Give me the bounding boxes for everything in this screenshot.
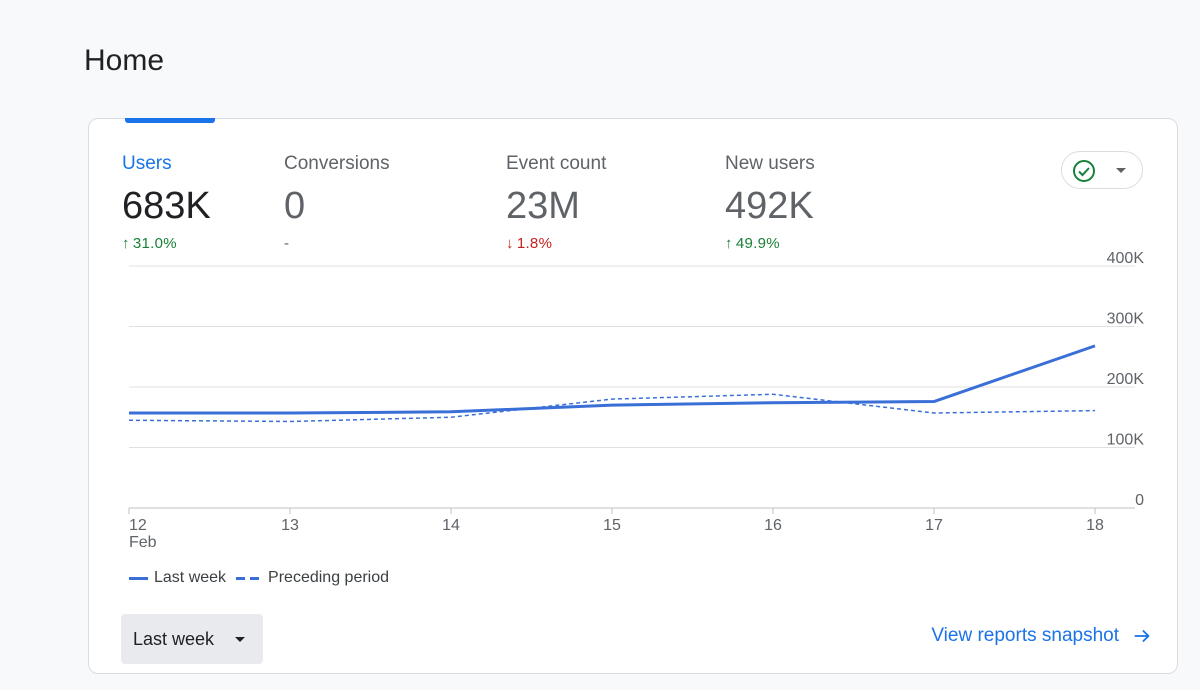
metric-users-label: Users	[122, 153, 172, 174]
legend-item-last-week[interactable]: Last week	[129, 569, 226, 587]
y-tick-label: 100K	[1107, 432, 1145, 449]
arrow-up-icon: ↑	[725, 235, 733, 252]
overview-card: Users 683K ↑ 31.0% Conversions 0 - Event …	[88, 118, 1178, 674]
y-tick-label: 300K	[1107, 311, 1145, 328]
view-reports-snapshot-label: View reports snapshot	[931, 625, 1119, 646]
x-tick-label: 16	[764, 517, 782, 534]
x-tick-label: 14	[442, 517, 460, 534]
arrow-down-icon: ↓	[506, 235, 514, 252]
chart-legend: Last week Preceding period	[129, 569, 399, 587]
legend-label-last-week: Last week	[154, 569, 227, 586]
x-tick-label: 15	[603, 517, 621, 534]
metric-users[interactable]: Users 683K ↑ 31.0%	[122, 153, 211, 253]
active-tab-indicator	[125, 118, 215, 123]
users-line-chart: 400K 300K 200K 100K 0 12 13 14 15 16 17 18 Feb	[128, 250, 1145, 551]
legend-solid-swatch	[129, 576, 148, 580]
arrow-forward-icon	[1134, 629, 1150, 643]
metric-event-count-change: ↓ 1.8%	[506, 235, 553, 252]
y-tick-label: 400K	[1107, 250, 1145, 267]
chart-y-axis: 400K 300K 200K 100K 0	[1107, 250, 1145, 509]
metric-conversions-change: -	[284, 235, 290, 252]
chart-x-axis: 12 13 14 15 16 17 18 Feb	[128, 508, 1104, 551]
check-circle-icon	[1073, 160, 1095, 182]
chart-series	[128, 344, 1096, 423]
legend-label-preceding-period: Preceding period	[268, 569, 390, 586]
chart-gridlines	[129, 265, 1135, 509]
y-tick-label: 0	[1135, 492, 1144, 509]
metric-event-count[interactable]: Event count 23M ↓ 1.8%	[506, 153, 606, 253]
page-title: Home	[84, 44, 165, 77]
comparison-dropdown-button[interactable]	[1061, 151, 1143, 189]
metric-conversions[interactable]: Conversions 0 -	[284, 153, 390, 253]
metric-users-value: 683K	[122, 185, 211, 227]
x-tick-label: 18	[1086, 517, 1104, 534]
x-tick-label: 13	[281, 517, 299, 534]
x-tick-label: 12	[129, 517, 147, 534]
metric-event-count-value: 23M	[506, 185, 580, 227]
series-line-last-week	[129, 344, 1096, 415]
metric-new-users-value: 492K	[725, 185, 814, 227]
x-tick-sublabel: Feb	[129, 534, 157, 551]
legend-dashed-swatch	[236, 576, 261, 580]
metric-conversions-label: Conversions	[284, 153, 390, 174]
caret-down-icon	[235, 637, 245, 642]
metric-new-users-change: ↑ 49.9%	[725, 235, 780, 252]
legend-item-preceding-period[interactable]: Preceding period	[236, 569, 389, 587]
metric-event-count-label: Event count	[506, 153, 607, 174]
date-range-value: Last week	[133, 628, 215, 649]
metric-new-users-label: New users	[725, 153, 815, 174]
metric-users-change: ↑ 31.0%	[122, 235, 177, 252]
metric-conversions-value: 0	[284, 185, 306, 227]
chevron-down-icon	[1116, 168, 1126, 173]
arrow-up-icon: ↑	[122, 235, 130, 252]
date-range-select[interactable]: Last week	[121, 614, 263, 664]
metric-new-users[interactable]: New users 492K ↑ 49.9%	[725, 153, 815, 253]
x-tick-label: 17	[925, 517, 943, 534]
y-tick-label: 200K	[1107, 371, 1145, 388]
view-reports-snapshot-link[interactable]: View reports snapshot	[931, 625, 1153, 647]
series-line-preceding-period	[128, 393, 1096, 423]
